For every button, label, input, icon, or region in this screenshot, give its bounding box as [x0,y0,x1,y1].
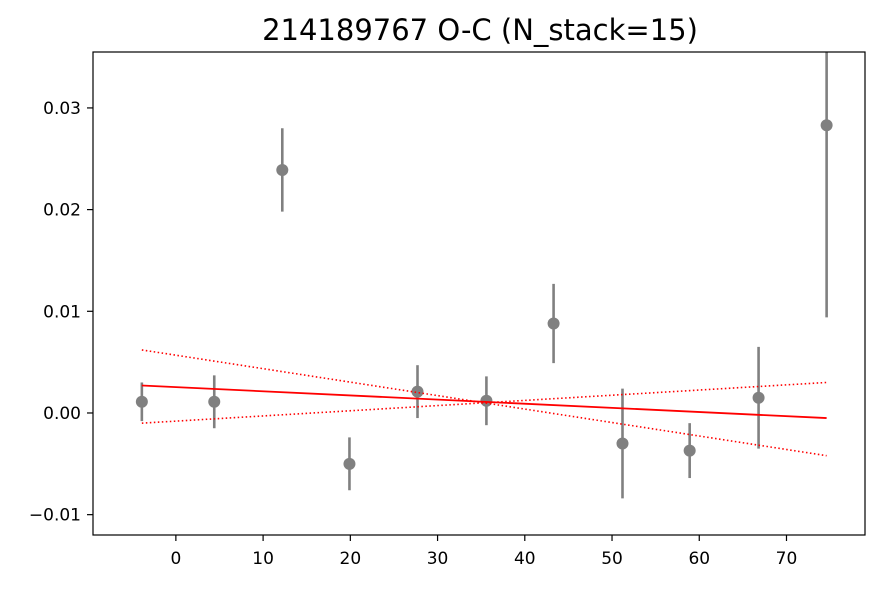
data-point [752,391,765,404]
x-tick-label: 10 [252,549,274,569]
data-point [683,444,696,457]
plot-area [135,52,833,499]
axes: 0 10 20 30 40 50 60 70 −0.01 0.00 0.01 0.02 0.03 [29,51,866,569]
x-tick-label: 20 [340,549,362,569]
data-point [480,394,493,407]
plot-content [135,52,833,499]
x-tick-label: 70 [776,549,798,569]
y-tick-label: 0.03 [43,99,81,119]
x-tick-label: 0 [170,549,181,569]
chart-title: 214189767 O-C (N_stack=15) [262,13,698,47]
data-point [276,163,289,176]
fit-bound-line [141,349,827,457]
x-tick-label: 40 [514,549,536,569]
x-tick-label: 30 [427,549,449,569]
plot-frame [92,51,866,536]
x-tick-label: 50 [601,549,623,569]
x-tick-label: 60 [688,549,710,569]
y-tick-label: 0.02 [43,201,81,221]
y-tick-label: 0.00 [43,404,81,424]
fit-line [141,384,827,419]
data-point [208,395,221,408]
data-point [135,395,148,408]
data-point [820,119,833,132]
y-tick-label: 0.01 [43,302,81,322]
y-tick-label: −0.01 [29,506,81,526]
data-point [343,457,356,470]
data-point [616,437,629,450]
data-point [411,385,424,398]
data-point [547,317,560,330]
